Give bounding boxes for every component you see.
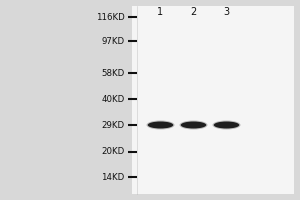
Text: 58KD: 58KD [101, 68, 124, 77]
Bar [132, 6, 294, 194]
Text: 1: 1 [158, 7, 164, 17]
Ellipse shape [181, 121, 206, 129]
Text: 40KD: 40KD [101, 95, 124, 104]
Text: 3: 3 [224, 7, 230, 17]
Ellipse shape [146, 120, 175, 130]
Ellipse shape [214, 121, 239, 129]
Text: 116KD: 116KD [96, 12, 124, 21]
Ellipse shape [212, 120, 241, 130]
Ellipse shape [148, 121, 173, 129]
Text: 14KD: 14KD [101, 172, 124, 182]
Text: 29KD: 29KD [101, 120, 124, 130]
Ellipse shape [179, 120, 208, 130]
Text: 2: 2 [190, 7, 196, 17]
Text: 20KD: 20KD [101, 148, 124, 156]
Text: 97KD: 97KD [101, 36, 124, 46]
